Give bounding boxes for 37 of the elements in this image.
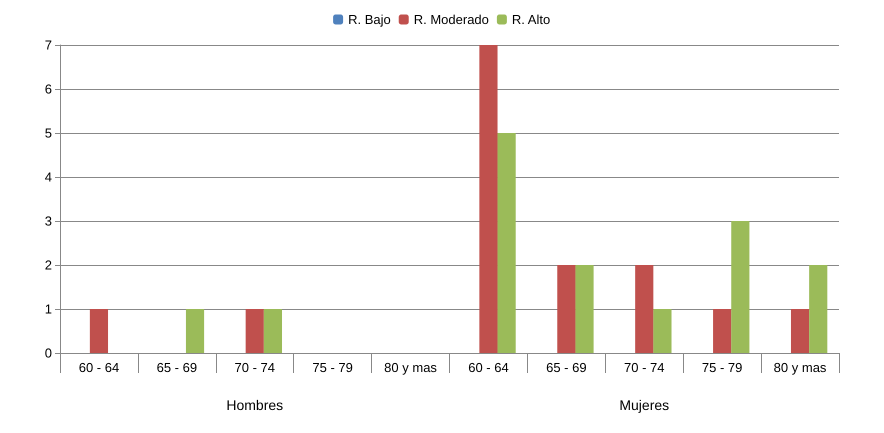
bar <box>557 265 576 353</box>
x-tick-label: 80 y mas <box>384 360 438 375</box>
bar <box>498 133 516 353</box>
bar <box>186 309 204 353</box>
y-tick-label: 2 <box>44 258 52 272</box>
y-tick-label: 3 <box>44 214 52 228</box>
bar <box>731 221 750 353</box>
y-tick-label: 7 <box>44 38 52 52</box>
y-tick-label: 4 <box>44 170 52 184</box>
bar <box>479 45 498 353</box>
y-tick-label: 5 <box>44 126 52 140</box>
x-tick-label: 60 - 64 <box>468 360 509 375</box>
bar <box>246 309 264 353</box>
x-tick-label: 65 - 69 <box>156 360 198 375</box>
legend-label: R. Moderado <box>414 12 489 27</box>
x-tick-label: 75 - 79 <box>312 360 353 375</box>
bar <box>713 309 732 353</box>
bar <box>653 309 672 353</box>
legend-label: R. Bajo <box>348 12 391 27</box>
text: Hombres <box>226 397 284 413</box>
legend-label: R. Alto <box>512 12 550 27</box>
text: Mujeres <box>619 397 670 413</box>
x-tick-label: 60 - 64 <box>78 360 120 375</box>
bar <box>809 265 828 353</box>
x-tick-label: 70 - 74 <box>624 360 664 375</box>
y-tick-label: 0 <box>44 346 52 360</box>
bar <box>790 309 810 353</box>
y-tick-label: 1 <box>44 302 52 316</box>
bar <box>575 265 594 353</box>
y-tick-label: 6 <box>44 82 52 96</box>
x-tick-label: 75 - 79 <box>702 360 742 375</box>
x-tick-label: 80 y mas <box>774 360 827 375</box>
bar <box>90 309 108 353</box>
bar <box>264 309 282 353</box>
x-tick-label: 65 - 69 <box>546 360 587 375</box>
bar <box>635 265 654 353</box>
x-tick-label: 70 - 74 <box>234 360 275 375</box>
